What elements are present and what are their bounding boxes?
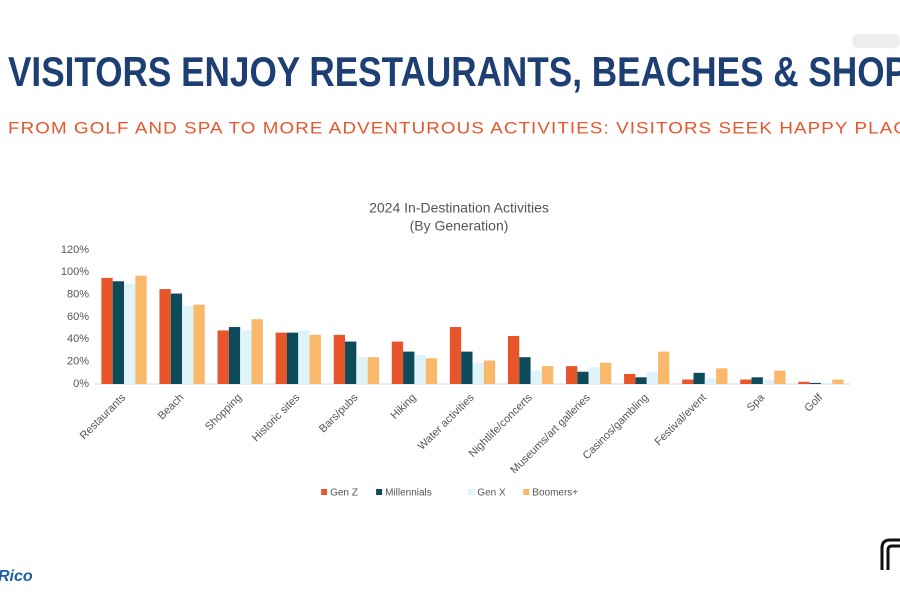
x-tick-label: Beach xyxy=(156,392,187,423)
bar xyxy=(414,354,426,384)
slide-title: VISITORS ENJOY RESTAURANTS, BEACHES & SH… xyxy=(8,48,900,95)
bar xyxy=(646,371,659,384)
y-tick-label: 100% xyxy=(61,266,89,278)
bar xyxy=(507,335,520,384)
bar xyxy=(820,382,833,384)
x-tick-label: Historic sites xyxy=(250,391,303,444)
bar xyxy=(159,289,171,384)
bar xyxy=(461,351,473,384)
x-tick-label: Bars/pubs xyxy=(317,391,361,435)
y-tick-label: 20% xyxy=(67,356,89,368)
bar xyxy=(217,330,229,384)
y-tick-label: 60% xyxy=(67,311,89,323)
bar xyxy=(228,327,241,384)
bar xyxy=(333,334,346,384)
legend-label: Gen Z xyxy=(330,488,358,499)
bar xyxy=(182,305,194,384)
bar xyxy=(832,379,844,384)
bar xyxy=(774,370,786,384)
bar xyxy=(519,357,531,384)
bar xyxy=(588,367,600,384)
bar xyxy=(635,377,647,384)
bar xyxy=(693,372,705,384)
bar xyxy=(112,281,125,384)
bar xyxy=(425,358,438,384)
bar xyxy=(682,379,694,384)
y-tick-label: 40% xyxy=(67,333,89,345)
bar xyxy=(762,379,775,384)
bar xyxy=(577,371,589,384)
bar xyxy=(541,366,554,384)
bar xyxy=(124,283,136,384)
legend-label: Millennials xyxy=(385,488,432,499)
legend-swatch xyxy=(376,489,383,495)
x-tick-label: Casinos/gambling xyxy=(581,392,651,462)
x-tick-label: Restaurants xyxy=(78,391,129,442)
bar xyxy=(101,277,113,384)
bar xyxy=(251,319,263,384)
x-tick-label: Water activities xyxy=(416,391,477,452)
y-tick-label: 80% xyxy=(67,289,89,301)
bar xyxy=(193,304,205,384)
legend-swatch xyxy=(523,489,530,495)
x-tick-label: Shopping xyxy=(203,392,244,433)
bar xyxy=(367,357,379,384)
y-tick-label: 0% xyxy=(73,378,89,390)
bar xyxy=(798,381,810,384)
bar xyxy=(309,334,321,384)
bar xyxy=(566,366,578,384)
x-tick-label: Festival/event xyxy=(653,392,709,448)
chart-subtitle: (By Generation) xyxy=(410,218,509,234)
legend-label: Boomers+ xyxy=(532,488,578,499)
x-tick-label: Hiking xyxy=(388,392,418,422)
x-tick-label: Golf xyxy=(802,391,825,414)
bar xyxy=(483,360,496,384)
bar xyxy=(624,373,636,384)
top-tab xyxy=(852,34,900,48)
bar xyxy=(298,330,310,384)
logo: Rico xyxy=(0,568,33,585)
bar xyxy=(345,341,357,384)
bar xyxy=(530,370,542,384)
bar xyxy=(704,378,717,384)
bar xyxy=(170,293,183,384)
bar xyxy=(135,275,147,384)
bar xyxy=(716,368,728,384)
bar xyxy=(658,351,670,384)
legend-label: Gen X xyxy=(477,488,506,499)
bar xyxy=(356,357,368,384)
bar xyxy=(275,332,287,384)
y-tick-label: 120% xyxy=(61,244,89,256)
bar xyxy=(240,330,252,384)
bar xyxy=(599,362,612,384)
corner-icon xyxy=(880,538,900,570)
bar xyxy=(449,327,462,384)
bar xyxy=(751,377,763,384)
bar xyxy=(472,362,484,384)
chart-title: 2024 In-Destination Activities xyxy=(369,200,549,216)
legend-swatch xyxy=(321,489,328,495)
bar xyxy=(391,341,404,384)
slide-subtitle: FROM GOLF AND SPA TO MORE ADVENTUROUS AC… xyxy=(8,118,900,137)
bar xyxy=(286,332,299,384)
bar xyxy=(740,379,752,384)
bar xyxy=(403,351,415,384)
x-tick-label: Spa xyxy=(745,391,768,414)
bar xyxy=(809,382,821,384)
x-tick-label: Nightlife/concerts xyxy=(467,391,535,459)
legend-swatch xyxy=(468,489,475,495)
